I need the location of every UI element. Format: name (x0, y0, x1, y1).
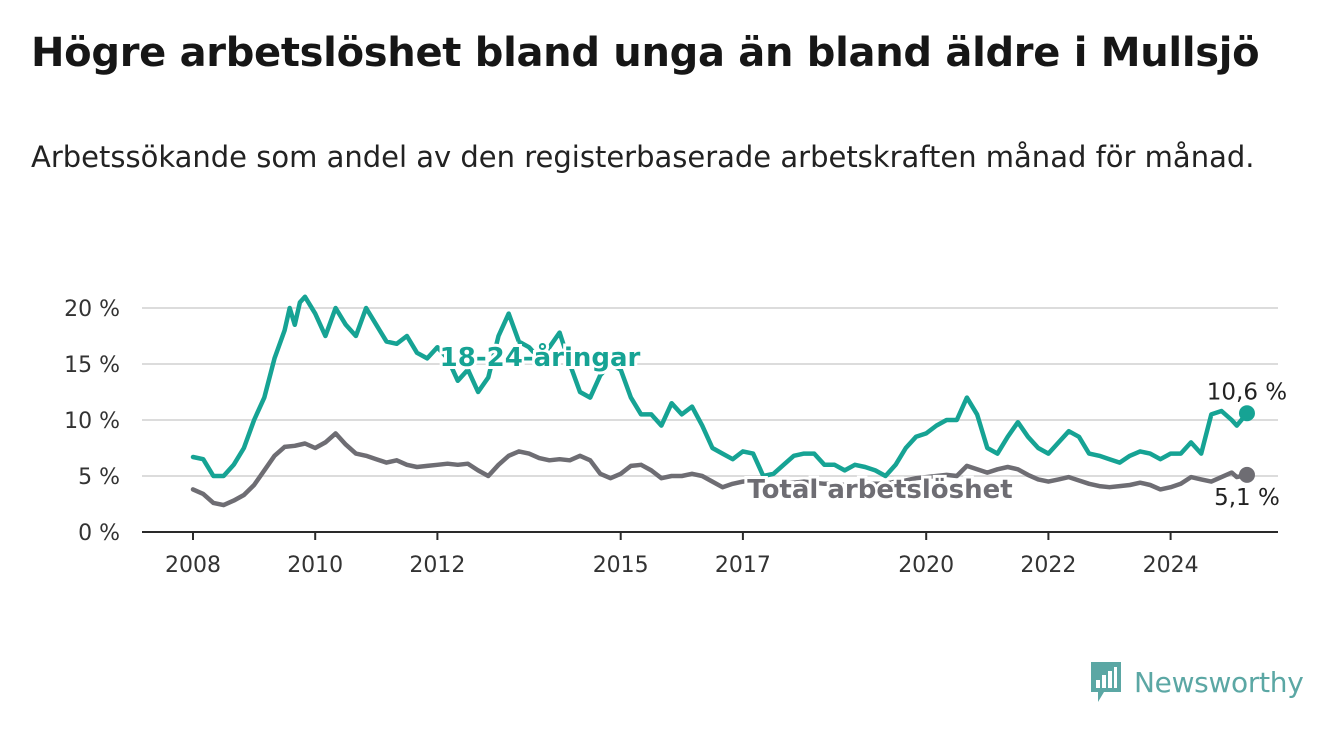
newsworthy-logo: Newsworthy (1088, 660, 1304, 704)
chart-title: Högre arbetslöshet bland unga än bland ä… (31, 30, 1260, 76)
y-tick-label: 15 % (64, 353, 120, 378)
chart-subtitle: Arbetssökande som andel av den registerb… (31, 140, 1255, 174)
x-tick-label: 2020 (898, 553, 954, 578)
y-tick-label: 0 % (78, 521, 120, 546)
grid-lines (142, 307, 1278, 477)
series-labels: 10,6 % 18-24-åringar 5,1 % Total arbetslösh… (437, 338, 1288, 511)
series-end-label-0: 10,6 % (1207, 379, 1287, 405)
y-axis: 0 % 5 % 10 % 15 % 20 % (64, 297, 120, 546)
x-tick-label: 2015 (593, 553, 649, 578)
x-tick-label: 2017 (715, 553, 771, 578)
series-end-point-1 (1238, 466, 1255, 483)
y-tick-label: 20 % (64, 297, 120, 322)
x-tick-label: 2010 (287, 553, 343, 578)
x-axis: 2008 2010 2012 2015 2017 2020 2022 2024 (142, 531, 1278, 578)
series-end-label-1: 5,1 % (1214, 485, 1280, 511)
x-tick-label: 2008 (165, 553, 221, 578)
series-line-0 (190, 294, 1250, 479)
newsworthy-logo-text: Newsworthy (1134, 665, 1304, 699)
x-tick-label: 2024 (1143, 553, 1199, 578)
y-tick-label: 5 % (78, 465, 120, 490)
x-tick-label: 2022 (1020, 553, 1076, 578)
newsworthy-logo-icon (1091, 662, 1121, 702)
y-tick-label: 10 % (64, 409, 120, 434)
x-tick-label: 2012 (409, 553, 465, 578)
series-lines (190, 294, 1250, 508)
series-end-point-0 (1238, 405, 1255, 422)
series-line-1 (190, 431, 1250, 508)
series-name-label-0: 18-24-åringar (440, 341, 641, 373)
series-name-label-1: Total arbetslöshet (747, 475, 1012, 505)
